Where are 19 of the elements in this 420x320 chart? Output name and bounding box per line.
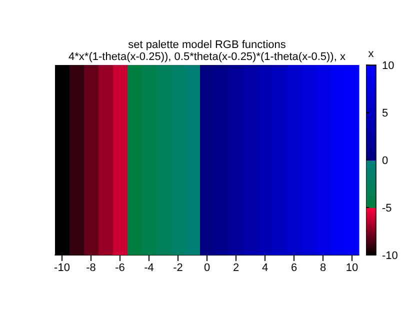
x-tick-label: -10	[54, 262, 70, 274]
x-tick-label: 6	[290, 262, 298, 274]
chart-subtitle: 4*x*(1-theta(x-0.25)), 0.5*theta(x-0.25)*(1-theta(x-0.5)), x	[68, 51, 346, 63]
color-bar-label: 5	[382, 108, 388, 120]
x-tick-label: 8	[320, 262, 326, 274]
color-bar-label: -10	[382, 250, 398, 262]
color-bar-title: x	[368, 48, 374, 60]
color-bar-label: -5	[382, 202, 392, 214]
x-tick-label: -4	[144, 262, 154, 274]
color-bar-label: 0	[382, 155, 388, 167]
x-tick-label: 0	[204, 262, 210, 274]
x-tick-label: 2	[232, 262, 240, 274]
chart-title: set palette model RGB functions	[128, 39, 286, 51]
color-bar-label: 10	[382, 60, 394, 72]
x-tick-label: -6	[115, 262, 125, 274]
x-tick-label: 4	[262, 262, 268, 274]
x-tick-label: -2	[173, 262, 183, 274]
x-tick-label: -8	[86, 262, 96, 274]
x-tick-label: 10	[346, 262, 358, 274]
